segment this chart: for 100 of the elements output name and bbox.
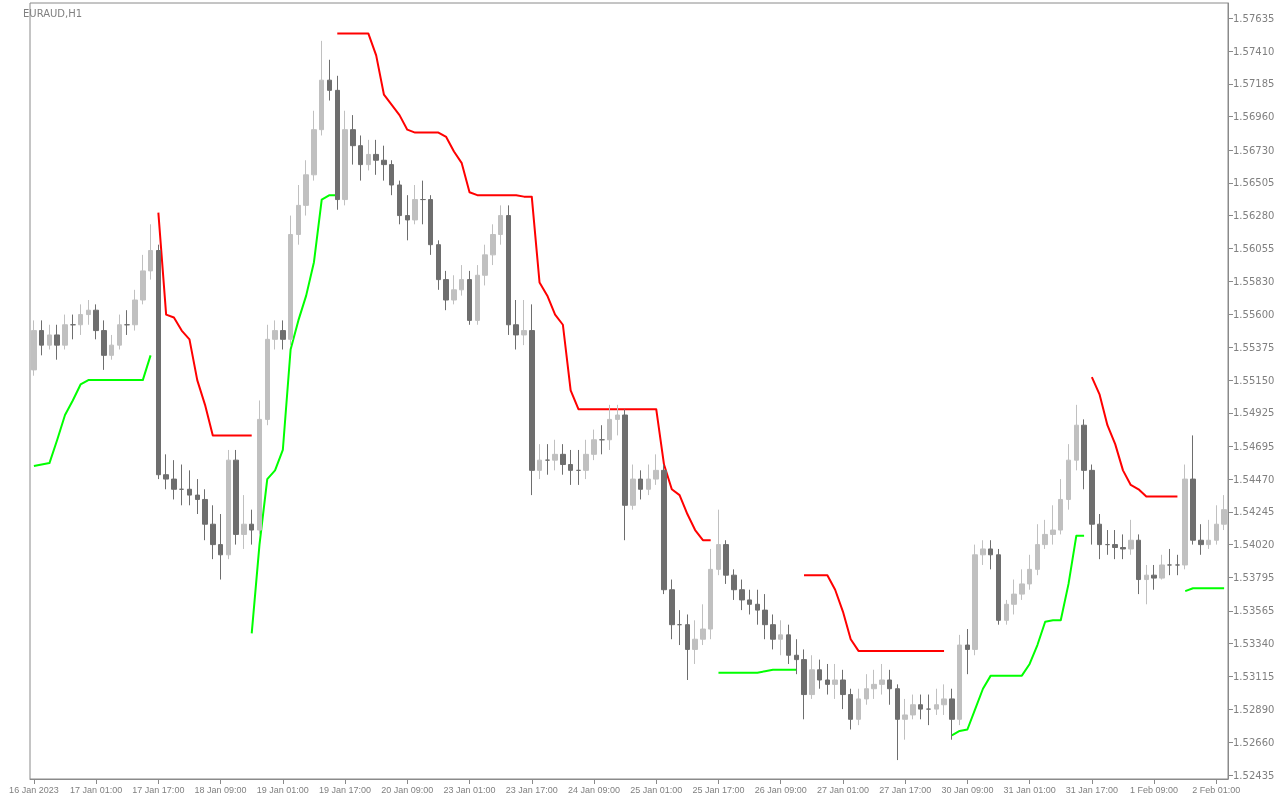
candlestick xyxy=(910,694,916,720)
candlestick xyxy=(272,319,278,351)
candlestick xyxy=(537,443,542,480)
candlestick xyxy=(389,159,394,196)
candlestick xyxy=(513,299,519,351)
candlestick xyxy=(895,683,900,761)
x-tick-label: 16 Jan 2023 xyxy=(9,784,59,795)
candlestick xyxy=(1214,504,1219,546)
candlestick xyxy=(296,184,301,246)
y-tick-label: 1.53565 xyxy=(1233,605,1275,617)
candlestick xyxy=(195,478,200,515)
y-tick-label: 1.52435 xyxy=(1233,769,1275,781)
y-tick-label: 1.54925 xyxy=(1233,407,1275,419)
candlestick xyxy=(31,319,37,377)
candlestick xyxy=(965,628,970,675)
candlestick xyxy=(1050,504,1056,546)
y-tick-label: 1.57635 xyxy=(1233,12,1275,24)
y-tick-label: 1.53795 xyxy=(1233,571,1275,583)
candlestick xyxy=(335,75,340,211)
candlestick xyxy=(436,239,441,291)
candlestick xyxy=(233,449,239,546)
candlestick xyxy=(957,634,962,726)
candlestick xyxy=(1066,443,1071,511)
candlestick xyxy=(661,464,667,595)
candlestick xyxy=(86,299,91,326)
candlestick xyxy=(864,673,869,706)
candlestick xyxy=(288,215,293,346)
candlestick xyxy=(848,688,853,730)
candlestick xyxy=(249,509,254,546)
candlestick xyxy=(545,443,550,476)
x-tick-label: 30 Jan 09:00 xyxy=(941,784,994,795)
candlestick xyxy=(941,683,947,716)
candlestick xyxy=(778,619,783,656)
y-tick-label: 1.53340 xyxy=(1233,638,1275,650)
candlestick xyxy=(700,603,706,646)
candlestick xyxy=(397,180,402,225)
candlestick xyxy=(319,40,324,136)
candlestick xyxy=(156,244,161,480)
candlestick xyxy=(1182,464,1188,570)
y-tick-label: 1.55600 xyxy=(1233,309,1275,321)
candlestick xyxy=(140,254,146,305)
candlestick xyxy=(871,669,877,700)
candlestick xyxy=(373,139,379,176)
candlestick xyxy=(202,488,208,541)
candlestick xyxy=(475,264,480,326)
candlestick xyxy=(412,184,418,225)
candlestick xyxy=(607,404,612,451)
candlestick xyxy=(1159,554,1165,581)
x-tick-label: 19 Jan 01:00 xyxy=(256,784,309,795)
candlestick xyxy=(708,548,713,640)
candlestick xyxy=(218,513,223,581)
x-tick-label: 23 Jan 01:00 xyxy=(443,784,496,795)
candlestick xyxy=(809,654,815,700)
candlestick xyxy=(1136,533,1141,595)
x-tick-label: 23 Jan 17:00 xyxy=(505,784,558,795)
candlestick xyxy=(467,270,472,326)
candlestick xyxy=(381,145,387,182)
candlestick xyxy=(1011,579,1017,615)
candlestick xyxy=(451,274,457,305)
x-tick-label: 27 Jan 17:00 xyxy=(879,784,932,795)
candlestick xyxy=(1089,464,1095,546)
candlestick xyxy=(1112,529,1118,560)
candlestick xyxy=(879,663,885,696)
candlestick xyxy=(39,319,44,356)
candlestick xyxy=(1221,494,1227,531)
candlestick xyxy=(755,589,760,626)
candlestick xyxy=(280,319,286,351)
candlestick xyxy=(257,399,262,535)
candlestick xyxy=(949,688,955,741)
candlestick xyxy=(1120,533,1126,560)
candlestick xyxy=(226,449,231,560)
candlestick xyxy=(825,663,830,696)
y-tick-label: 1.55375 xyxy=(1233,341,1275,353)
x-tick-label: 20 Jan 09:00 xyxy=(381,784,434,795)
y-tick-label: 1.56730 xyxy=(1233,144,1275,156)
candlestick xyxy=(443,270,449,311)
candlestick xyxy=(739,579,745,611)
candlestick xyxy=(568,449,573,486)
candlestick xyxy=(926,694,931,726)
candlestick xyxy=(327,59,332,102)
candlestick xyxy=(918,694,923,720)
candlestick xyxy=(1042,519,1048,550)
x-tick-label: 25 Jan 01:00 xyxy=(630,784,683,795)
candlestick xyxy=(171,459,177,500)
candlestick xyxy=(1074,404,1079,471)
y-tick-label: 1.55830 xyxy=(1233,275,1275,287)
candlestick xyxy=(988,539,993,570)
candlestick xyxy=(1027,554,1032,591)
x-tick-label: 19 Jan 17:00 xyxy=(319,784,372,795)
x-tick-label: 31 Jan 17:00 xyxy=(1065,784,1118,795)
candlestick xyxy=(747,589,752,615)
y-tick-label: 1.54245 xyxy=(1233,506,1275,518)
candlestick xyxy=(1105,529,1110,556)
candlestick xyxy=(210,504,216,560)
candlestick xyxy=(506,204,511,336)
y-tick-label: 1.52890 xyxy=(1233,703,1275,715)
x-tick-label: 2 Feb 01:00 xyxy=(1192,784,1241,795)
candlestick xyxy=(677,609,682,646)
candlestick xyxy=(1151,564,1157,591)
candlestick xyxy=(70,314,76,340)
